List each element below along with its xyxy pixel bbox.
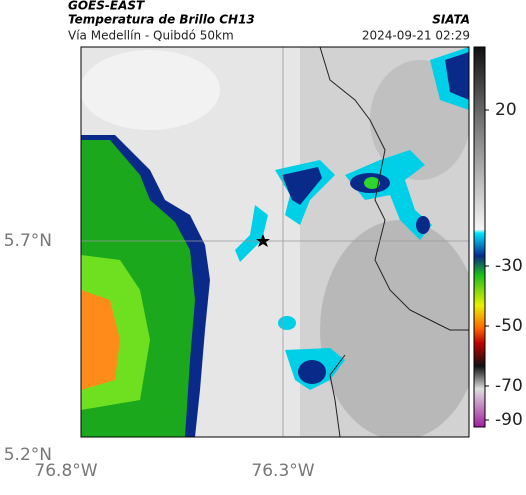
title: GOES-EAST xyxy=(68,0,145,13)
colorbar xyxy=(473,46,486,428)
x-axis-label: 76.3°W xyxy=(251,461,314,481)
source: SIATA xyxy=(432,13,470,27)
subtitle: Temperatura de Brillo CH13 xyxy=(68,13,255,27)
colorbar-label: -70 xyxy=(495,376,523,396)
colorbar-label: -50 xyxy=(495,316,523,336)
x-axis-label: 76.8°W xyxy=(34,461,97,481)
colorbar-label: 20 xyxy=(495,100,517,120)
colorbar-ticks xyxy=(485,109,489,421)
timestamp: 2024-09-21 02:29 xyxy=(362,29,470,43)
satellite-image xyxy=(81,47,469,437)
y-axis-label: 5.2°N xyxy=(4,445,52,465)
colorbar-label: -30 xyxy=(495,256,523,276)
plot-frame xyxy=(80,46,470,438)
colorbar-label: -90 xyxy=(495,410,523,430)
y-axis-label: 5.7°N xyxy=(4,231,52,251)
route: Vía Medellín - Quibdó 50km xyxy=(68,29,234,43)
